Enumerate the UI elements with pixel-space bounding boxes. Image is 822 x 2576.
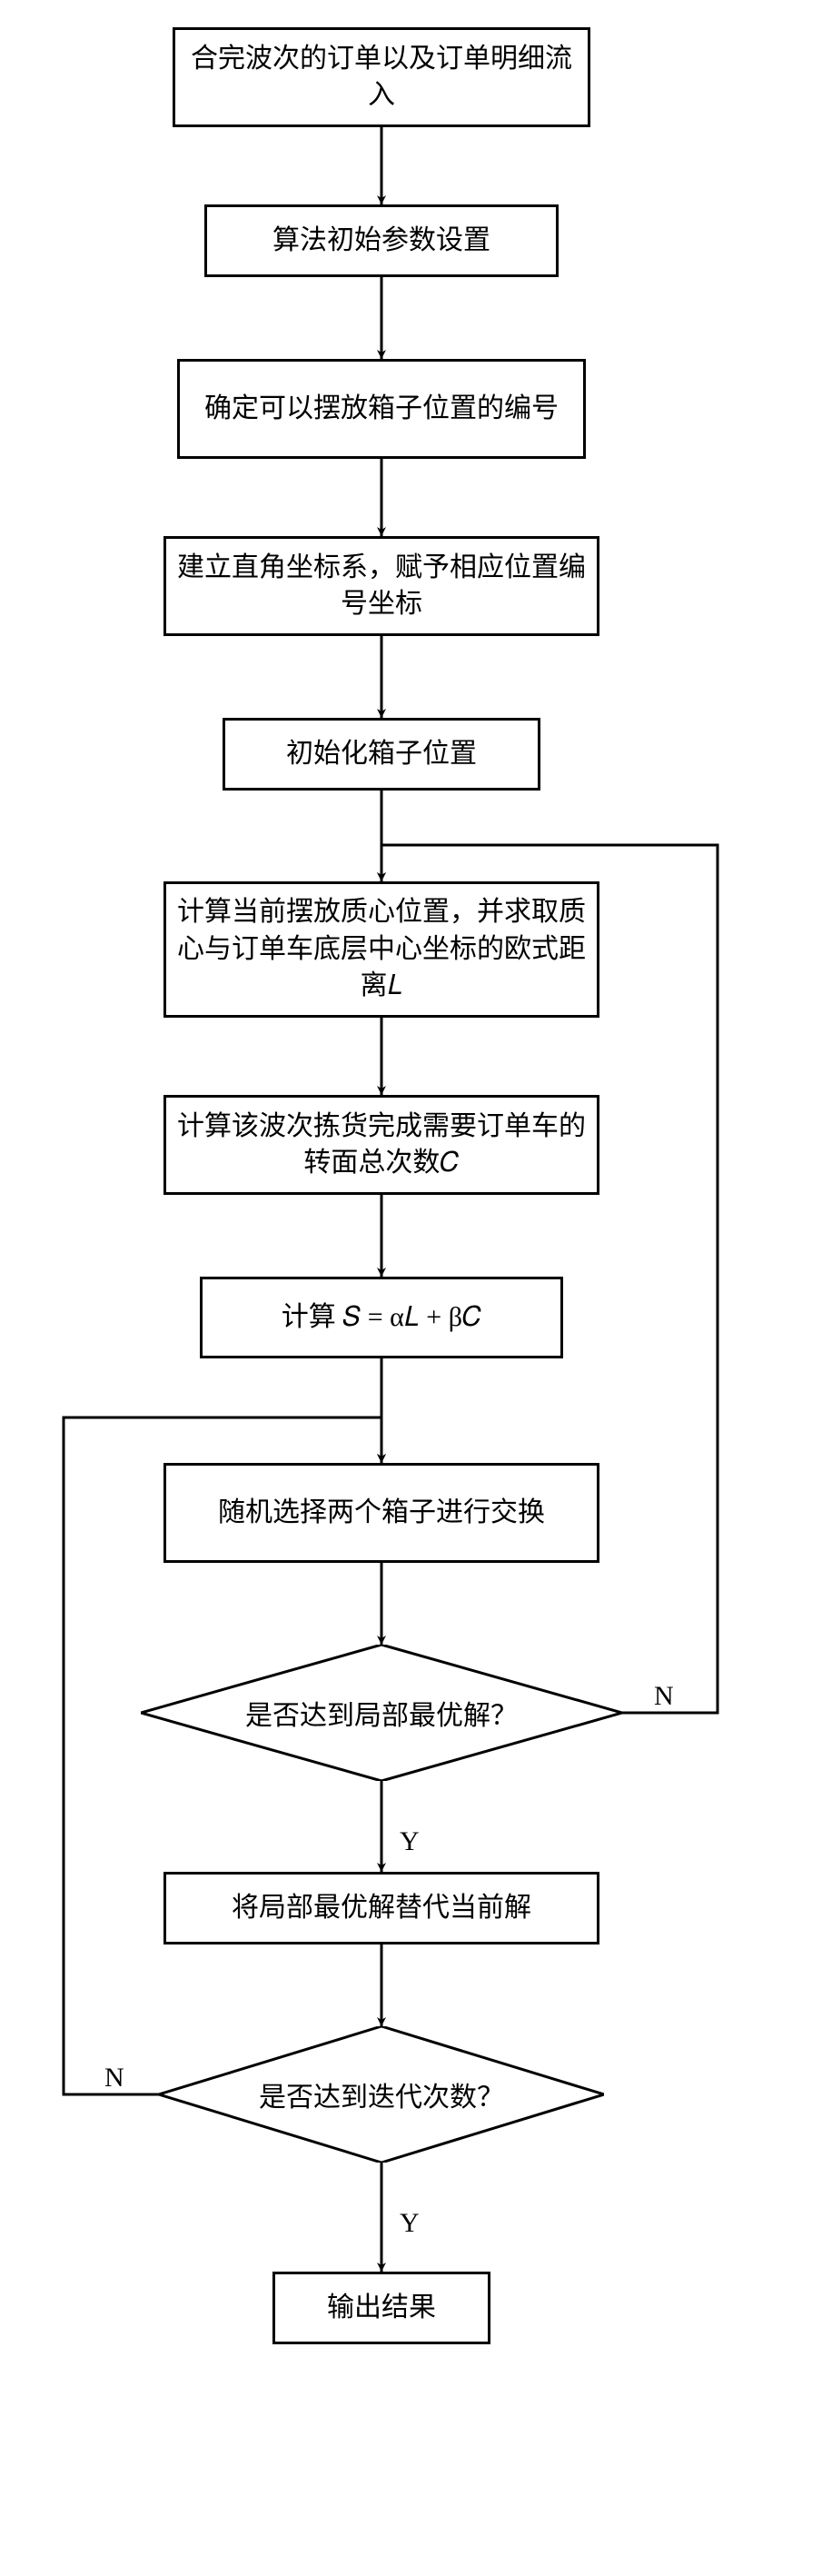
node-n6-label: 计算当前摆放质心位置，并求取质心与订单车底层中心坐标的欧式距离𝐿 xyxy=(175,894,588,1005)
node-n8-label: 计算 𝑆 = α𝐿 + β𝐶 xyxy=(282,1299,482,1337)
node-n1: 合完波次的订单以及订单明细流入 xyxy=(173,27,590,127)
node-n10: 是否达到局部最优解？ xyxy=(141,1645,622,1781)
node-n12-label: 是否达到迭代次数？ xyxy=(259,2074,504,2114)
edge-label-n12-n9: N xyxy=(104,2063,124,2094)
node-n5-label: 初始化箱子位置 xyxy=(286,736,477,773)
node-n1-label: 合完波次的订单以及订单明细流入 xyxy=(184,41,579,114)
flowchart-canvas: 合完波次的订单以及订单明细流入 算法初始参数设置 确定可以摆放箱子位置的编号 建… xyxy=(0,0,822,2576)
node-n7: 计算该波次拣货完成需要订单车的转面总次数𝐶 xyxy=(163,1095,599,1195)
node-n10-label: 是否达到局部最优解？ xyxy=(245,1693,518,1733)
node-n9: 随机选择两个箱子进行交换 xyxy=(163,1463,599,1563)
node-n11-label: 将局部最优解替代当前解 xyxy=(232,1890,531,1927)
node-n4: 建立直角坐标系，赋予相应位置编号坐标 xyxy=(163,536,599,636)
node-n9-label: 随机选择两个箱子进行交换 xyxy=(218,1495,545,1532)
node-n2: 算法初始参数设置 xyxy=(204,204,559,277)
node-n6: 计算当前摆放质心位置，并求取质心与订单车底层中心坐标的欧式距离𝐿 xyxy=(163,881,599,1018)
edge-label-n10-n11: Y xyxy=(400,1826,420,1857)
node-n13: 输出结果 xyxy=(272,2272,490,2344)
node-n5: 初始化箱子位置 xyxy=(223,718,540,791)
node-n3-label: 确定可以摆放箱子位置的编号 xyxy=(204,391,559,428)
node-n2-label: 算法初始参数设置 xyxy=(272,223,490,260)
node-n11: 将局部最优解替代当前解 xyxy=(163,1872,599,1944)
node-n8: 计算 𝑆 = α𝐿 + β𝐶 xyxy=(200,1277,563,1358)
node-n3: 确定可以摆放箱子位置的编号 xyxy=(177,359,586,459)
node-n12: 是否达到迭代次数？ xyxy=(159,2026,604,2163)
node-n4-label: 建立直角坐标系，赋予相应位置编号坐标 xyxy=(175,550,588,623)
node-n7-label: 计算该波次拣货完成需要订单车的转面总次数𝐶 xyxy=(175,1109,588,1182)
edge-label-n12-n13: Y xyxy=(400,2208,420,2239)
node-n13-label: 输出结果 xyxy=(327,2290,436,2327)
edge-label-n10-n6: N xyxy=(654,1681,674,1712)
